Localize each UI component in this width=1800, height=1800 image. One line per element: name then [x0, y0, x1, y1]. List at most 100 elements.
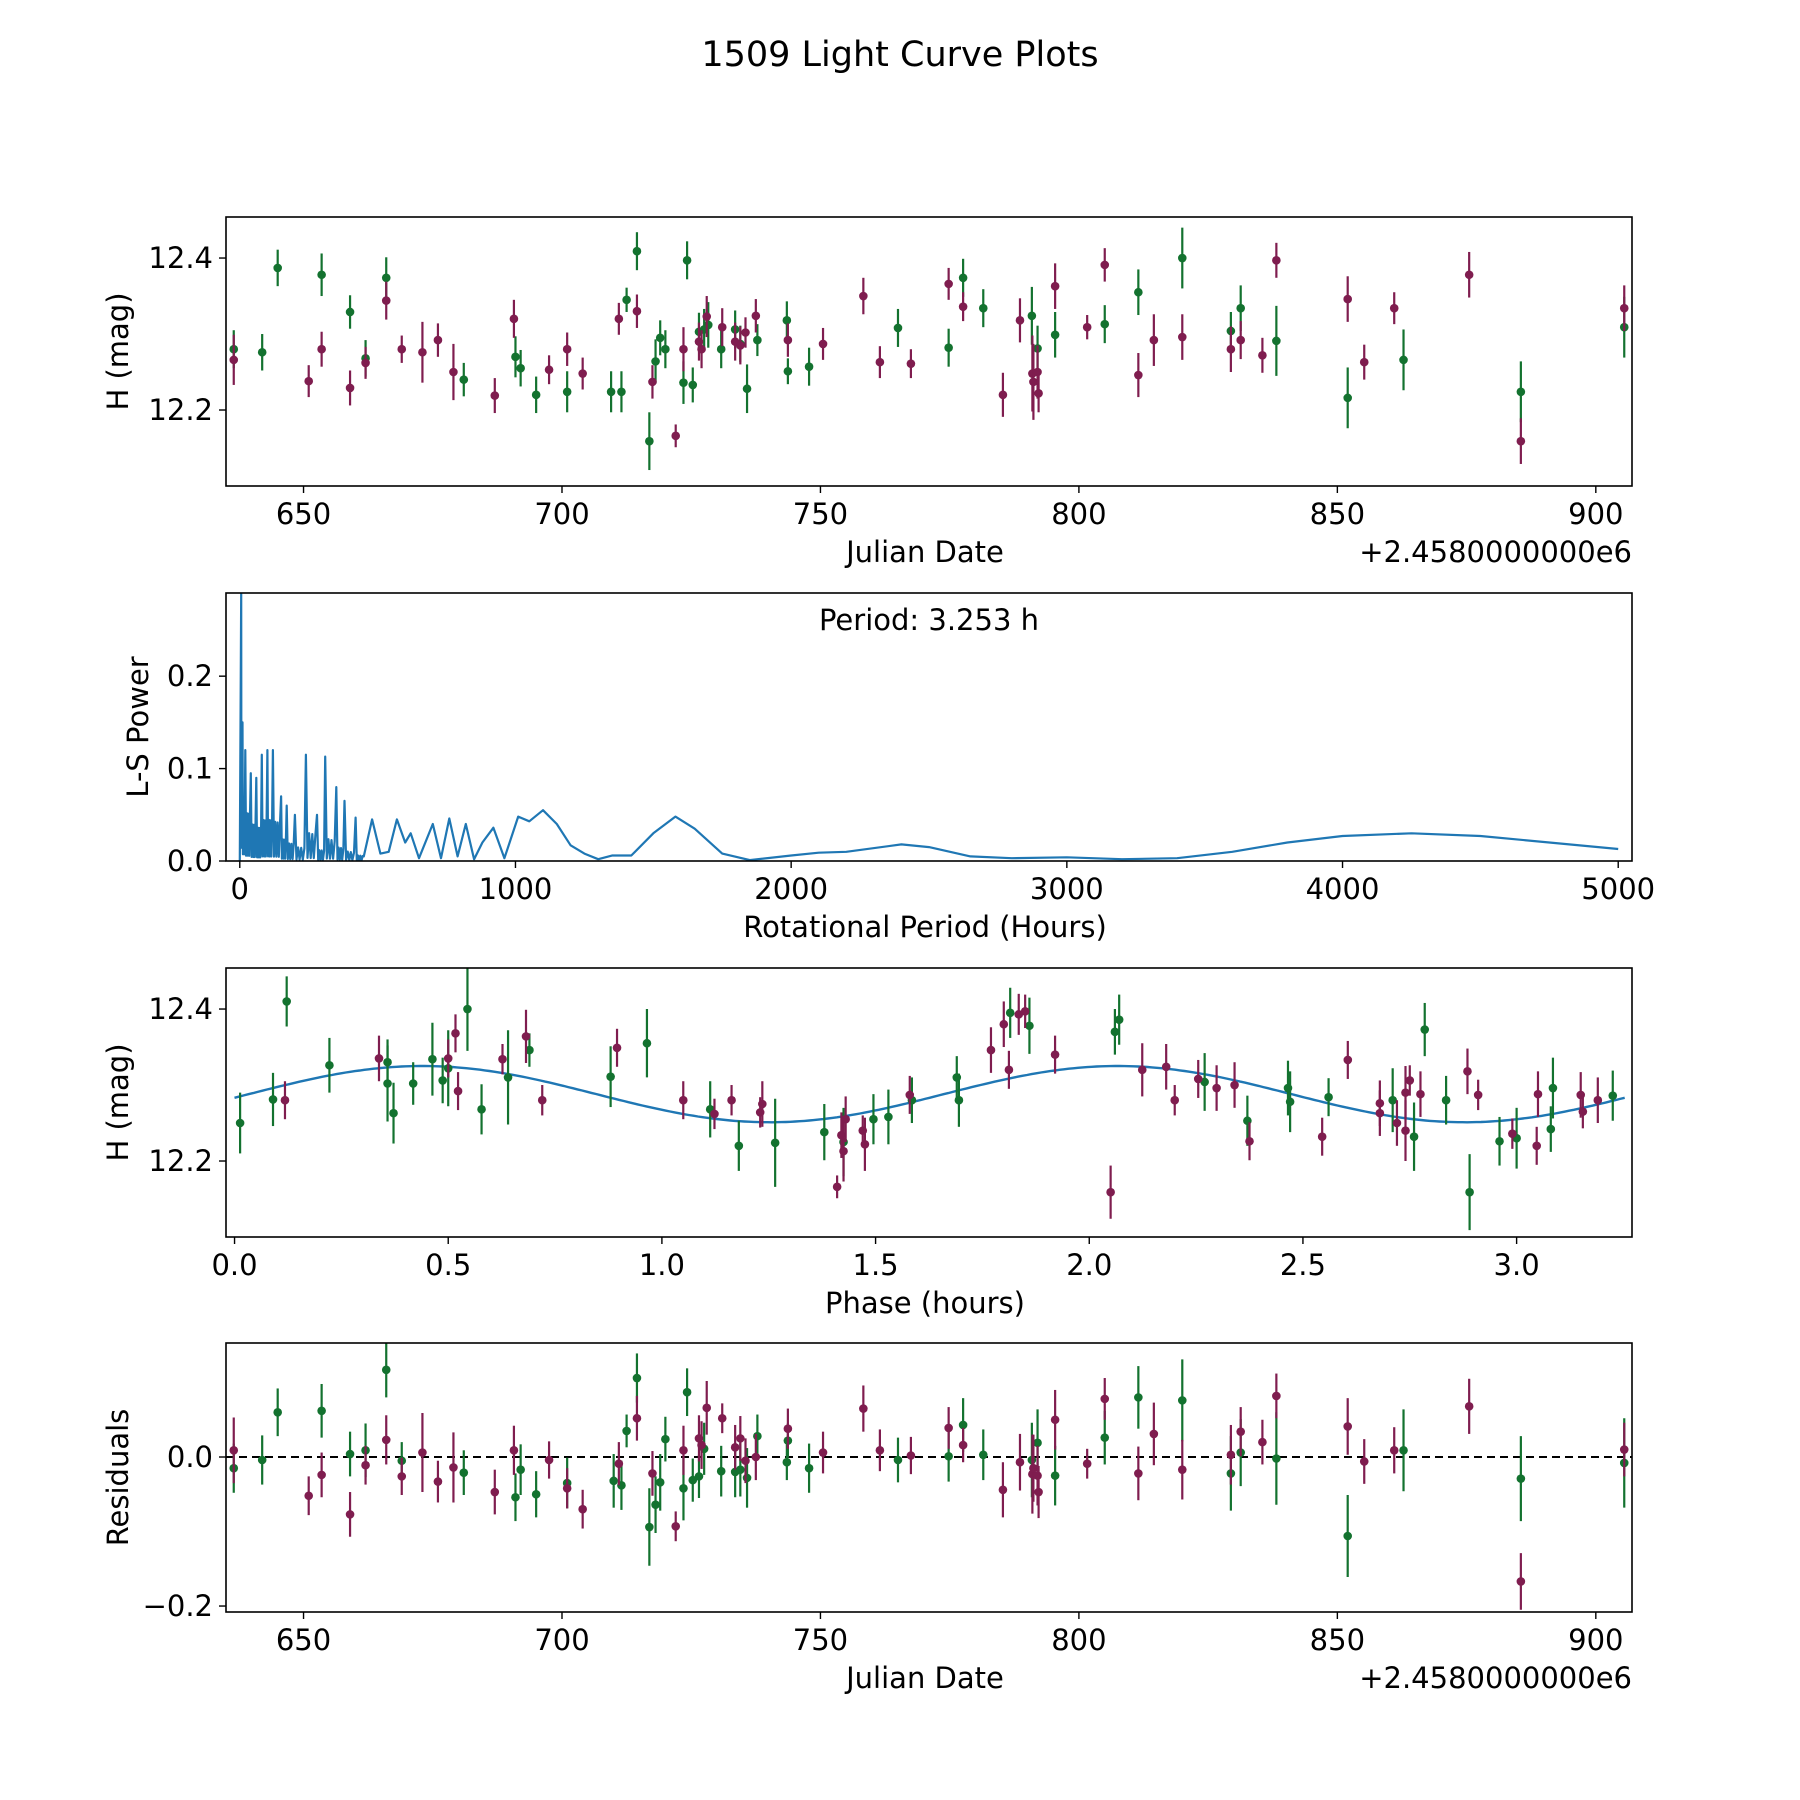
x-tick-label: 850	[1310, 497, 1365, 531]
data-point	[893, 323, 903, 333]
maroon-series	[280, 993, 1603, 1219]
x-tick-label: 800	[1051, 1623, 1106, 1657]
data-point	[1245, 1136, 1254, 1146]
x-tick-label: 650	[276, 1623, 331, 1657]
data-point	[1050, 1050, 1060, 1059]
data-point	[451, 1029, 460, 1038]
data-point	[1401, 1126, 1410, 1135]
data-point	[1272, 336, 1281, 346]
data-point	[1405, 1076, 1415, 1085]
y-tick-label: 0.2	[167, 659, 213, 693]
phase-y-label: H (mag)	[101, 1043, 135, 1161]
data-point	[818, 1448, 828, 1457]
data-point	[606, 1072, 615, 1081]
x-tick-label: 0.0	[211, 1248, 257, 1282]
data-point	[958, 273, 968, 283]
data-point	[1212, 1083, 1221, 1093]
x-tick-label: 3.0	[1494, 1248, 1540, 1282]
data-point	[418, 1448, 427, 1457]
data-point	[1532, 1141, 1541, 1151]
data-point	[736, 1434, 745, 1443]
data-point	[361, 1460, 370, 1470]
data-point	[954, 1095, 964, 1105]
data-point	[651, 357, 660, 366]
phase-x-ticks: 0.0 0.5 1.0 1.5 2.0 2.5 3.0	[211, 1237, 1540, 1282]
data-point	[944, 1451, 953, 1461]
data-point	[1533, 1089, 1543, 1099]
data-point	[859, 1404, 868, 1413]
data-point	[1137, 1065, 1147, 1075]
residuals-y-label: Residuals	[101, 1409, 135, 1547]
data-point	[1420, 1025, 1430, 1034]
x-tick-label: 1.5	[853, 1248, 899, 1282]
data-point	[697, 1440, 706, 1450]
data-point	[716, 344, 726, 354]
data-point	[229, 1446, 239, 1455]
data-point	[562, 387, 572, 397]
data-point	[544, 365, 554, 375]
data-point	[905, 1090, 915, 1100]
data-point	[1177, 1396, 1187, 1405]
data-point	[999, 1019, 1009, 1029]
data-point	[753, 1431, 762, 1441]
data-point	[1464, 1402, 1474, 1411]
data-point	[1134, 1393, 1143, 1402]
residuals-axes-frame	[225, 1342, 1633, 1613]
data-point	[751, 311, 761, 321]
data-point	[1463, 1067, 1472, 1076]
data-point	[1548, 1083, 1558, 1093]
data-point	[1177, 1465, 1187, 1474]
data-point	[783, 366, 793, 376]
data-point	[682, 256, 692, 265]
data-point	[655, 333, 665, 343]
data-point	[1516, 436, 1526, 446]
data-point	[1193, 1074, 1203, 1084]
data-point	[1170, 1095, 1180, 1105]
periodogram-marks	[238, 593, 1619, 861]
figure-title: 1509 Light Curve Plots	[701, 35, 1098, 75]
data-point	[433, 1477, 443, 1486]
data-point	[958, 1440, 968, 1450]
data-point	[818, 339, 828, 349]
data-point	[661, 1434, 670, 1444]
residuals-x-label: Julian Date	[844, 1661, 1004, 1695]
y-tick-label: 12.4	[148, 241, 213, 275]
data-point	[1027, 311, 1037, 321]
data-point	[612, 1043, 622, 1053]
data-point	[374, 1054, 384, 1063]
data-point	[978, 1450, 988, 1460]
data-point	[710, 1109, 719, 1119]
y-tick-label: 12.4	[148, 992, 213, 1026]
data-point	[544, 1455, 554, 1465]
data-point	[841, 1114, 850, 1124]
maroon-series	[229, 1373, 1629, 1610]
data-point	[273, 263, 282, 273]
data-point	[1272, 256, 1281, 265]
x-tick-label: 900	[1568, 1623, 1623, 1657]
data-point	[804, 1463, 814, 1473]
data-point	[655, 1478, 665, 1487]
lightcurve-x-label: Julian Date	[844, 535, 1004, 569]
data-point	[617, 387, 626, 397]
data-point	[753, 335, 762, 345]
x-tick-label: 850	[1310, 1623, 1365, 1657]
data-point	[1029, 1463, 1038, 1473]
data-point	[509, 314, 519, 324]
data-point	[758, 1099, 767, 1109]
data-point	[1343, 1531, 1352, 1541]
data-point	[958, 302, 968, 311]
data-point	[438, 1076, 447, 1085]
data-point	[1258, 350, 1267, 360]
data-point	[944, 343, 953, 353]
data-point	[453, 1086, 463, 1096]
data-point	[428, 1054, 437, 1064]
data-point	[1082, 1459, 1092, 1469]
data-point	[770, 1138, 780, 1148]
data-point	[1546, 1124, 1556, 1134]
data-point	[1516, 387, 1526, 397]
data-point	[443, 1054, 453, 1063]
y-tick-label: 0.1	[167, 752, 213, 786]
data-point	[859, 291, 868, 301]
data-point	[397, 1472, 407, 1481]
periodogram-line	[238, 593, 1619, 861]
